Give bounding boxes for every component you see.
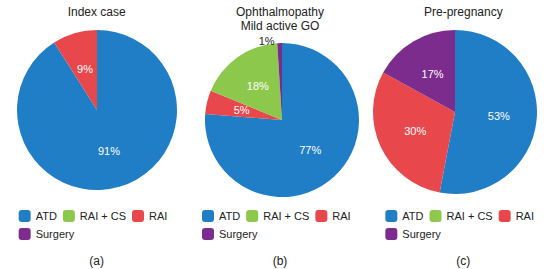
svg-text:(a): (a) [89, 254, 104, 268]
svg-text:18%: 18% [247, 80, 269, 92]
svg-text:(c): (c) [456, 254, 470, 268]
svg-text:(b): (b) [273, 254, 288, 268]
svg-text:RAI: RAI [332, 210, 350, 222]
svg-text:RAI + CS: RAI + CS [80, 210, 126, 222]
svg-text:91%: 91% [98, 145, 120, 157]
svg-text:Surgery: Surgery [36, 228, 75, 240]
svg-text:30%: 30% [404, 125, 426, 137]
svg-text:17%: 17% [422, 68, 444, 80]
svg-text:5%: 5% [234, 104, 250, 116]
svg-text:ATD: ATD [402, 210, 423, 222]
svg-text:1%: 1% [259, 35, 275, 47]
svg-text:RAI: RAI [516, 210, 534, 222]
svg-text:77%: 77% [299, 144, 321, 156]
svg-text:Ophthalmopathy: Ophthalmopathy [236, 5, 324, 19]
svg-text:RAI: RAI [149, 210, 167, 222]
svg-text:ATD: ATD [36, 210, 57, 222]
svg-text:ATD: ATD [219, 210, 240, 222]
svg-text:9%: 9% [77, 63, 93, 75]
svg-text:Surgery: Surgery [219, 228, 258, 240]
svg-text:RAI + CS: RAI + CS [263, 210, 309, 222]
svg-text:53%: 53% [488, 110, 510, 122]
svg-text:Mild active GO: Mild active GO [241, 19, 320, 33]
svg-text:RAI + CS: RAI + CS [447, 210, 493, 222]
svg-text:Pre-pregnancy: Pre-pregnancy [424, 5, 503, 19]
svg-text:Index case: Index case [68, 5, 126, 19]
svg-text:Surgery: Surgery [402, 228, 441, 240]
